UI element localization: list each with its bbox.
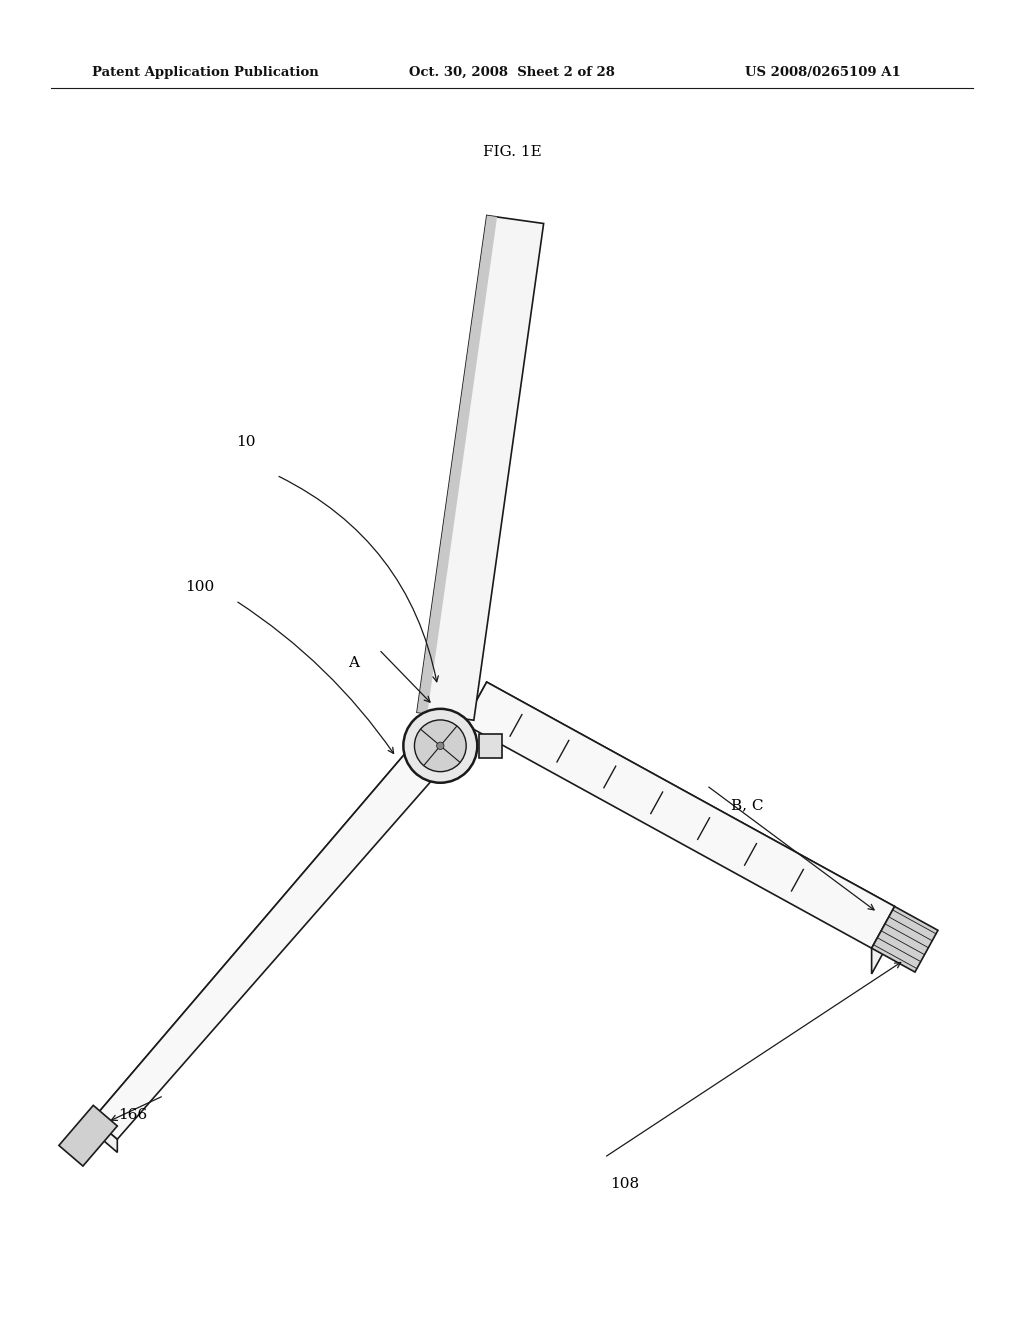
- Text: 166: 166: [119, 1109, 147, 1122]
- Text: Patent Application Publication: Patent Application Publication: [92, 66, 318, 79]
- Polygon shape: [871, 907, 938, 972]
- Polygon shape: [93, 739, 445, 1152]
- Polygon shape: [464, 682, 895, 974]
- Text: FIG. 1E: FIG. 1E: [482, 145, 542, 158]
- Text: 10: 10: [236, 436, 256, 449]
- Text: B, C: B, C: [731, 799, 764, 812]
- Text: Oct. 30, 2008  Sheet 2 of 28: Oct. 30, 2008 Sheet 2 of 28: [409, 66, 615, 79]
- Polygon shape: [59, 1105, 118, 1166]
- Circle shape: [436, 742, 444, 750]
- Text: 108: 108: [610, 1177, 639, 1191]
- Polygon shape: [93, 739, 445, 1139]
- FancyBboxPatch shape: [479, 734, 502, 758]
- Polygon shape: [417, 215, 497, 714]
- Polygon shape: [464, 682, 895, 948]
- Circle shape: [415, 719, 466, 772]
- Text: A: A: [348, 656, 358, 669]
- Circle shape: [403, 709, 477, 783]
- Text: US 2008/0265109 A1: US 2008/0265109 A1: [745, 66, 901, 79]
- Polygon shape: [417, 215, 544, 721]
- Text: 100: 100: [185, 581, 214, 594]
